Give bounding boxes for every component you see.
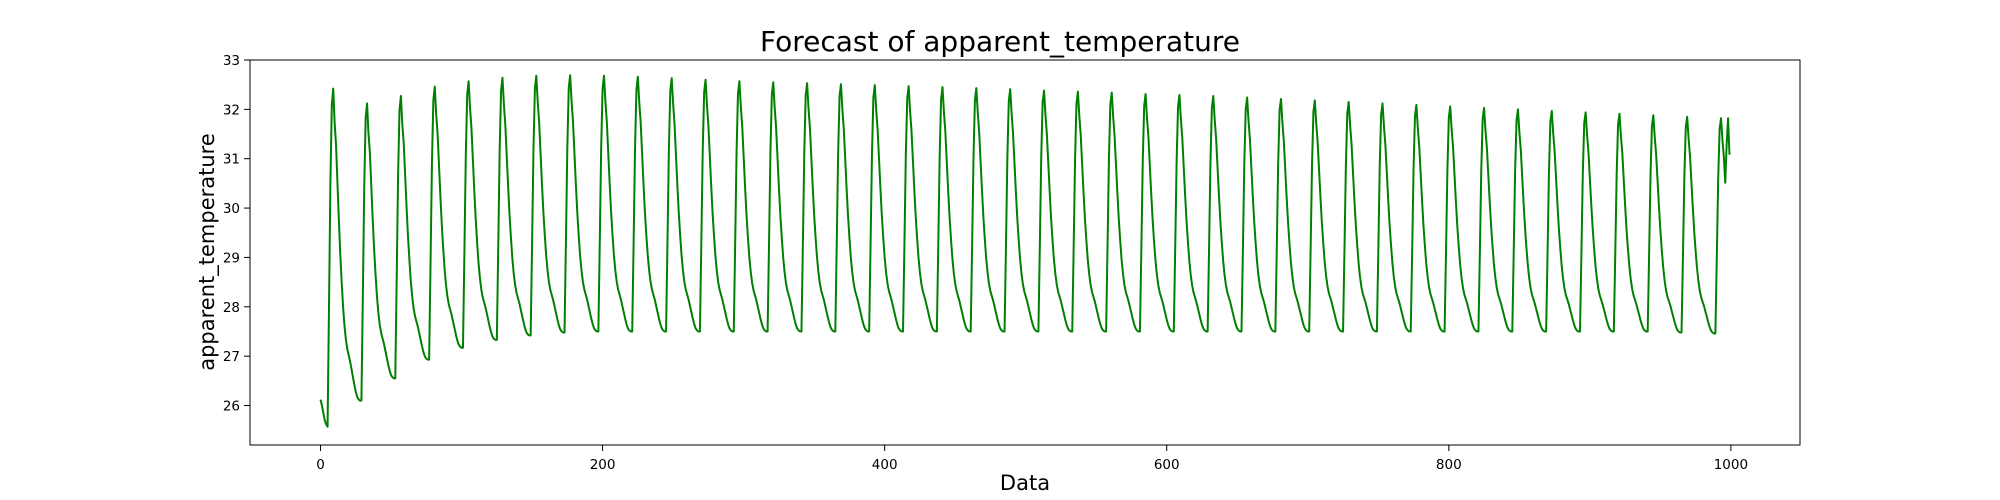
y-tick-label: 30: [223, 201, 240, 217]
x-tick-label: 1000: [1714, 457, 1748, 473]
plot-frame: [249, 59, 1801, 446]
y-tick-label: 29: [223, 250, 240, 266]
x-tick-label: 800: [1436, 457, 1462, 473]
x-tick-label: 0: [316, 457, 325, 473]
x-tick-label: 200: [590, 457, 616, 473]
y-axis-ticks: 26 27 28 29 30 31 32 33: [223, 53, 250, 415]
x-axis-label: Data: [1000, 471, 1050, 495]
series-line: [319, 74, 1731, 428]
x-tick-label: 600: [1154, 457, 1180, 473]
y-tick-label: 33: [223, 53, 240, 69]
y-tick-label: 27: [223, 349, 240, 365]
chart-title: Forecast of apparent_temperature: [760, 25, 1240, 58]
y-tick-label: 32: [223, 102, 240, 118]
x-tick-label: 400: [872, 457, 898, 473]
x-axis-ticks: 0 200 400 600 800 1000: [316, 445, 1748, 473]
y-tick-label: 28: [223, 300, 240, 316]
y-tick-label: 31: [223, 152, 240, 168]
y-axis-label: apparent_temperature: [195, 133, 220, 371]
y-tick-label: 26: [223, 399, 240, 415]
